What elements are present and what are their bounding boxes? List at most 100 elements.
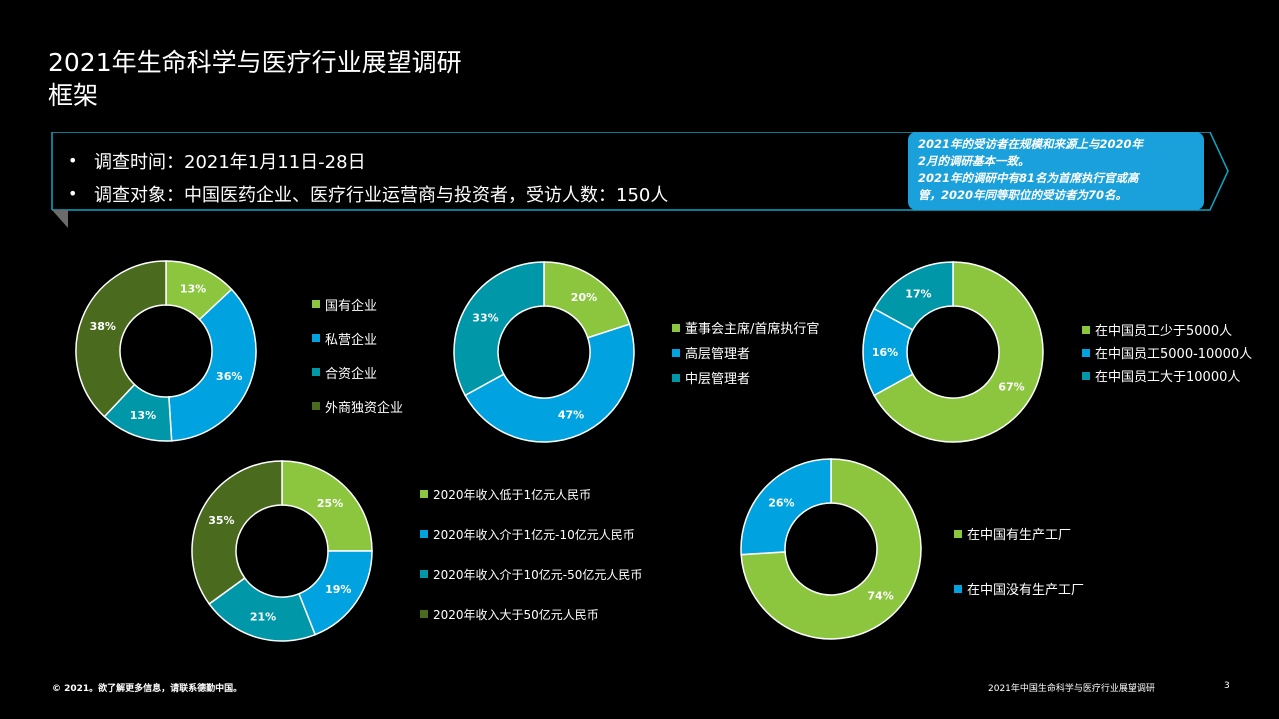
slice-label: 16% [872,346,898,359]
legend-swatch [954,529,962,538]
legend-swatch [1082,371,1090,380]
legend-item: 董事会主席/首席执行官 [672,315,819,340]
survey-banner: • 调查时间：2021年1月11日-28日 • 调查对象：中国医药企业、医疗行业… [50,132,1230,228]
legend-swatch [312,300,320,308]
legend-swatch [312,368,320,376]
callout-note: 2021年的受访者在规模和来源上与2020年 2月的调研基本一致。 2021年的… [908,132,1204,210]
legend-label: 在中国员工5000-10000人 [1095,347,1253,362]
slice-label: 25% [317,497,343,510]
note-line: 2021年的受访者在规模和来源上与2020年 [918,137,1144,151]
legend-swatch [672,348,680,357]
banner-frame [51,132,1229,228]
legend-label: 在中国员工大于10000人 [1095,370,1241,385]
legend-label: 在中国有生产工厂 [967,528,1072,543]
legend-label: 董事会主席/首席执行官 [685,322,820,337]
note-line: 2月的调研基本一致。 [918,154,1030,168]
legend-ownership: 国有企业 私营企业 合资企业 外商独资企业 [312,287,403,423]
legend-label: 在中国没有生产工厂 [967,583,1085,598]
bullet-dot: • [68,151,78,170]
legend-label: 外商独资企业 [325,400,404,416]
slice-label: 21% [250,610,276,623]
legend-label: 2020年收入低于1亿元人民币 [433,487,592,502]
slice-label: 36% [216,370,242,383]
donut-slice [873,261,1044,443]
donut-slice [191,460,283,605]
slice-label: 26% [768,496,794,509]
legend-label: 合资企业 [325,366,378,382]
legend-swatch [312,334,320,342]
legend-item: 在中国员工少于5000人 [1082,318,1252,341]
slice-label: 17% [905,287,931,300]
donut-slice [208,576,317,642]
note-line: 2021年的调研中有81名为首席执行官或高 [918,171,1139,185]
bullet-dot: • [68,184,78,203]
bullet-survey-time: • 调查时间：2021年1月11日-28日 [68,144,668,177]
legend-label: 在中国员工少于5000人 [1095,324,1233,339]
legend-item: 外商独资企业 [312,389,403,423]
legend-item: 2020年收入介于10亿元-50亿元人民币 [420,554,642,594]
legend-item: 在中国员工大于10000人 [1082,364,1252,387]
legend-label: 2020年收入介于1亿元-10亿元人民币 [433,527,635,542]
donut-factory-svg: 74% 26% [740,458,922,640]
title-line-2: 框架 [48,81,99,110]
slice-label: 74% [867,590,893,603]
legend-position: 董事会主席/首席执行官 高层管理者 中层管理者 [672,315,819,390]
legend-item: 在中国没有生产工厂 [954,575,1084,602]
slice-label: 67% [998,381,1024,394]
legend-swatch [420,610,428,618]
legend-label: 2020年收入介于10亿元-50亿元人民币 [433,567,643,582]
donut-slice [281,460,373,552]
legend-employees: 在中国员工少于5000人 在中国员工5000-10000人 在中国员工大于100… [1082,318,1252,387]
page-number: 3 [1224,681,1230,691]
slice-label: 20% [571,291,597,304]
legend-item: 在中国员工5000-10000人 [1082,341,1252,364]
donut-chart-revenue: 25% 19% 21% 35% [191,460,373,642]
legend-item: 2020年收入低于1亿元人民币 [420,474,642,514]
survey-bullets: • 调查时间：2021年1月11日-28日 • 调查对象：中国医药企业、医疗行业… [68,144,668,210]
slice-label: 47% [558,408,584,421]
legend-swatch [954,584,962,593]
slice-label: 38% [90,320,116,333]
slice-label: 33% [472,311,498,324]
legend-item: 2020年收入大于50亿元人民币 [420,594,642,634]
note-line: 管，2020年同等职位的受访者为70名。 [918,188,1128,202]
donut-ownership-svg: 13% 36% 13% 38% [75,260,257,442]
donut-slice [873,261,954,331]
legend-swatch [420,570,428,578]
legend-item: 中层管理者 [672,365,819,390]
footer-copyright: © 2021。欲了解更多信息，请联系德勤中国。 [52,684,243,694]
legend-revenue: 2020年收入低于1亿元人民币 2020年收入介于1亿元-10亿元人民币 202… [420,474,642,634]
survey-time-text: 调查时间：2021年1月11日-28日 [94,151,366,173]
slice-label: 19% [325,583,351,596]
title-line-1: 2021年生命科学与医疗行业展望调研 [48,48,462,77]
donut-slice [464,323,635,443]
legend-label: 2020年收入大于50亿元人民币 [433,607,599,622]
legend-swatch [672,323,680,332]
slice-label: 13% [130,409,156,422]
legend-swatch [672,373,680,382]
bullet-survey-subjects: • 调查对象：中国医药企业、医疗行业运营商与投资者，受访人数：150人 [68,177,668,210]
legend-label: 中层管理者 [685,372,751,387]
donut-chart-factory: 74% 26% [740,458,922,640]
legend-item: 高层管理者 [672,340,819,365]
donut-chart-employees: 67% 16% 17% [862,261,1044,443]
footer-report-title: 2021年中国生命科学与医疗行业展望调研 [988,684,1155,694]
legend-label: 国有企业 [325,298,378,314]
donut-slice [740,458,922,640]
legend-swatch [420,530,428,538]
legend-swatch [312,402,320,410]
legend-item: 2020年收入介于1亿元-10亿元人民币 [420,514,642,554]
donut-chart-position: 20% 47% 33% [453,261,635,443]
donut-slice [75,260,167,418]
donut-slice [453,261,545,397]
legend-swatch [1082,325,1090,334]
donut-revenue-svg: 25% 19% 21% 35% [191,460,373,642]
slice-label: 35% [208,514,234,527]
survey-subjects-text: 调查对象：中国医药企业、医疗行业运营商与投资者，受访人数：150人 [94,184,669,206]
donut-slice [168,288,257,442]
legend-item: 在中国有生产工厂 [954,520,1084,547]
legend-item: 合资企业 [312,355,403,389]
slice-label: 13% [180,283,206,296]
legend-item: 国有企业 [312,287,403,321]
legend-label: 私营企业 [325,332,378,348]
